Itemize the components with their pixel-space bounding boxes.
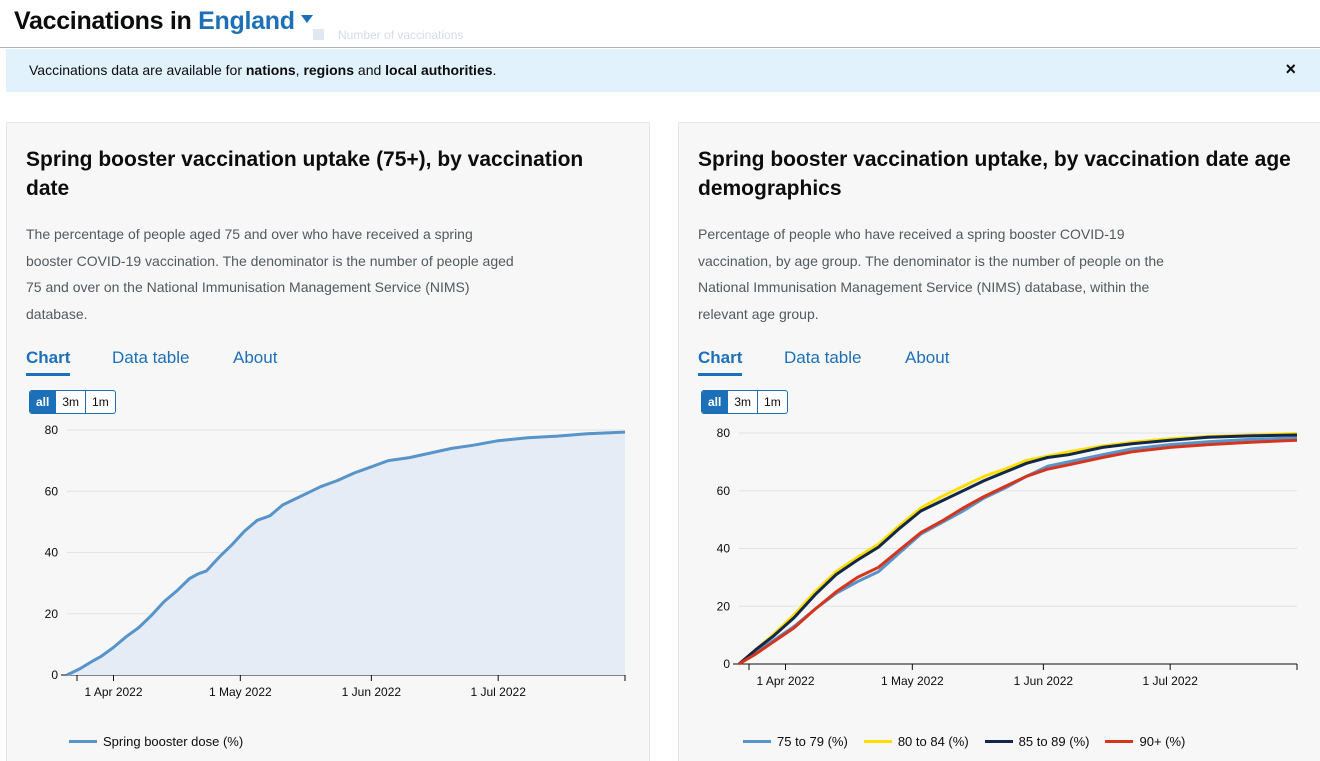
uptake-75plus-chart: 0 20 40 60 80 1 Apr 2022 1 May 2022 1 Jun 2022 1… xyxy=(45,423,626,699)
banner-text-part: Vaccinations data are available for xyxy=(29,62,246,78)
legend-swatch xyxy=(69,740,97,743)
series-line-3 xyxy=(738,438,1298,666)
legend-item[interactable]: 80 to 84 (%) xyxy=(863,734,969,749)
faded-legend-label: Number of vaccinations xyxy=(338,28,464,42)
x-tick-label: 1 Apr 2022 xyxy=(84,685,142,699)
series-line-0 xyxy=(66,430,626,677)
caret-down-icon[interactable] xyxy=(300,15,313,24)
y-tick-label: 60 xyxy=(45,484,59,498)
legend-swatch xyxy=(984,740,1013,743)
y-tick-label: 80 xyxy=(45,423,59,437)
x-tick-label: 1 Apr 2022 xyxy=(756,674,814,688)
legend-item[interactable]: 90+ (%) xyxy=(1105,734,1185,749)
tab-about[interactable]: About xyxy=(233,348,278,367)
legend-label: 75 to 79 (%) xyxy=(777,734,848,749)
card-description: Percentage of people who have received a… xyxy=(698,226,1164,322)
legend-item[interactable]: 75 to 79 (%) xyxy=(743,734,848,749)
time-range-selector: all 3m 1m xyxy=(29,390,116,414)
y-tick-label: 80 xyxy=(717,426,731,440)
y-tick-label: 20 xyxy=(717,599,731,613)
x-tick-label: 1 Jul 2022 xyxy=(470,685,526,699)
range-all-button[interactable]: all xyxy=(702,391,729,413)
info-banner: Vaccinations data are available for nati… xyxy=(6,49,1320,92)
page-title-prefix: Vaccinations in xyxy=(14,7,192,35)
y-tick-label: 40 xyxy=(717,542,731,556)
card-title: Spring booster vaccination uptake (75+),… xyxy=(26,148,584,200)
series-line-2 xyxy=(738,433,1298,666)
faded-legend-swatch xyxy=(313,29,324,40)
banner-text-part: and xyxy=(354,62,386,78)
x-tick-label: 1 Jul 2022 xyxy=(1142,674,1198,688)
y-tick-label: 0 xyxy=(723,657,730,671)
range-3m-button[interactable]: 3m xyxy=(728,391,759,413)
legend-label: Spring booster dose (%) xyxy=(103,734,244,749)
card-description: The percentage of people aged 75 and ove… xyxy=(26,226,514,322)
chart-legend: Spring booster dose (%) xyxy=(69,734,259,749)
tab-chart[interactable]: Chart xyxy=(26,348,71,376)
legend-label: 90+ (%) xyxy=(1139,734,1186,749)
page-title: Vaccinations in England xyxy=(14,7,313,36)
legend-label: 85 to 89 (%) xyxy=(1018,734,1090,749)
range-all-button[interactable]: all xyxy=(30,391,57,413)
banner-text-part: . xyxy=(492,62,497,78)
uptake-by-age-chart: 0 20 40 60 80 1 Apr 2022 1 May 2022 1 Jun 2022 1… xyxy=(717,426,1298,688)
y-tick-label: 20 xyxy=(45,607,59,621)
nations-link[interactable]: nations xyxy=(245,62,296,78)
range-1m-button[interactable]: 1m xyxy=(764,395,781,409)
tab-data-table[interactable]: Data table xyxy=(784,348,862,367)
banner-text-part: , xyxy=(295,62,304,78)
card-title: Spring booster vaccination uptake, by va… xyxy=(698,148,1291,200)
card-spring-booster-75plus: Spring booster vaccination uptake (75+),… xyxy=(6,122,650,761)
tab-data-table[interactable]: Data table xyxy=(112,348,190,367)
area-name[interactable]: England xyxy=(198,7,295,35)
time-range-selector: all 3m 1m xyxy=(701,390,788,414)
series-area-fill xyxy=(67,432,625,675)
range-1m-button[interactable]: 1m xyxy=(92,395,109,409)
legend-swatch xyxy=(863,740,892,743)
page-header: Vaccinations in England Number of vaccin… xyxy=(0,0,1320,48)
x-tick-label: 1 May 2022 xyxy=(209,685,272,699)
legend-label: 80 to 84 (%) xyxy=(897,734,969,749)
x-tick-label: 1 May 2022 xyxy=(881,674,944,688)
banner-text: Vaccinations data are available for nati… xyxy=(29,62,496,78)
series-line-0 xyxy=(738,436,1298,666)
chart-legend: 75 to 79 (%) 80 to 84 (%) 85 to 89 (%) 90+ … xyxy=(743,734,1201,749)
y-tick-label: 0 xyxy=(51,668,58,682)
legend-swatch xyxy=(1105,740,1134,743)
tab-chart[interactable]: Chart xyxy=(698,348,743,376)
range-3m-button[interactable]: 3m xyxy=(56,391,87,413)
x-tick-label: 1 Jun 2022 xyxy=(1014,674,1074,688)
area-selector[interactable]: England xyxy=(198,7,313,35)
legend-item[interactable]: Spring booster dose (%) xyxy=(69,734,243,749)
tab-about[interactable]: About xyxy=(905,348,950,367)
y-tick-label: 40 xyxy=(45,546,59,560)
local-authorities-link[interactable]: local authorities xyxy=(385,62,493,78)
faded-legend-behind: Number of vaccinations xyxy=(313,28,463,42)
close-icon[interactable]: × xyxy=(1285,59,1296,79)
x-tick-label: 1 Jun 2022 xyxy=(342,685,402,699)
legend-swatch xyxy=(743,740,771,743)
regions-link[interactable]: regions xyxy=(303,62,355,78)
y-tick-label: 60 xyxy=(717,484,731,498)
legend-item[interactable]: 85 to 89 (%) xyxy=(984,734,1090,749)
card-spring-booster-age-groups: Spring booster vaccination uptake, by va… xyxy=(678,122,1320,761)
